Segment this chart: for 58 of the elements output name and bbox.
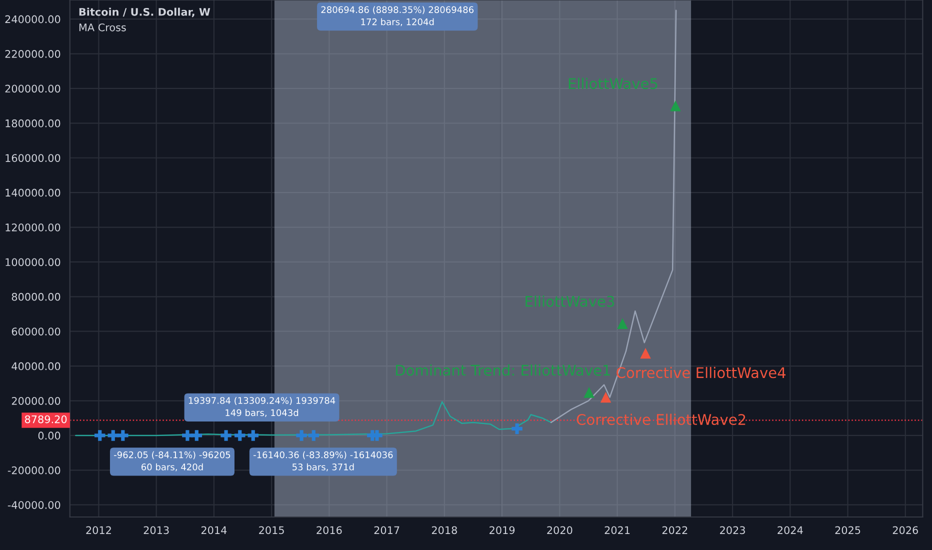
y-tick-label: 220000.00 [5, 50, 60, 58]
x-tick-label: 2022 [662, 526, 688, 534]
series-label: Corrective ElliottWave4 [616, 366, 786, 378]
point [248, 430, 259, 441]
y-tick-label: 20000.00 [12, 396, 60, 405]
x-tick-label: 2019 [490, 526, 515, 534]
y-tick-label: 0.00 [38, 432, 60, 440]
point [584, 387, 594, 398]
annotation: 19397.84 (13309.24%) 1939784 149 bars, 1043d [188, 396, 336, 418]
point [118, 430, 128, 441]
y-tick-label: 60000.00 [12, 328, 60, 336]
series-label: Dominant Trend: ElliottWave1 [396, 364, 610, 376]
x-tick-label: 2015 [259, 526, 284, 534]
point [600, 392, 612, 403]
point [94, 430, 106, 441]
point [191, 430, 202, 441]
y-tick-label: 240000.00 [5, 15, 60, 24]
y-tick-label: 160000.00 [6, 154, 60, 162]
x-tick-label: 2013 [144, 526, 169, 534]
point [220, 430, 232, 441]
annotation: 280694.86 (8898.35%) 28069486 172 bars, 1204d [321, 6, 474, 26]
x-tick-label: 2017 [374, 526, 400, 534]
point [296, 430, 307, 441]
point [617, 318, 628, 329]
x-tick-label: 2020 [547, 526, 572, 534]
y-tick-label: 140000.00 [6, 188, 60, 197]
series-label: ElliottWave5 [568, 78, 658, 90]
ref-line-label: 8789.20 [24, 415, 67, 424]
point [108, 430, 118, 441]
annotation: -962.05 (-84.11%) -96205 60 bars, 420d [114, 451, 230, 472]
x-tick-label: 2018 [432, 526, 457, 534]
x-tick-label: 2012 [86, 526, 111, 534]
point [234, 430, 246, 441]
y-tick-label: -40000.00 [8, 501, 60, 509]
point [308, 430, 320, 441]
y-tick-label: 180000.00 [6, 119, 60, 128]
point [640, 348, 651, 359]
y-tick-label: 100000.00 [6, 258, 60, 266]
point [670, 100, 681, 112]
series-label: ElliottWave3 [526, 296, 614, 307]
x-tick-label: 2026 [892, 526, 918, 534]
x-tick-label: 2016 [316, 526, 342, 534]
x-tick-label: 2025 [835, 526, 860, 534]
y-tick-label: 120000.00 [6, 224, 60, 232]
y-tick-label: 80000.00 [12, 292, 60, 301]
x-tick-label: 2014 [201, 526, 227, 534]
x-tick-label: 2021 [604, 526, 630, 534]
annotation: -16140.36 (-83.89%) -1614036 53 bars, 371d [253, 451, 393, 472]
point [182, 430, 193, 441]
y-tick-label: 200000.00 [5, 84, 60, 93]
y-tick-label: 40000.00 [12, 362, 60, 370]
x-tick-label: 2024 [778, 526, 803, 534]
text: Bitcoin / U.S. Dollar, W [79, 8, 210, 18]
x-tick-label: 2023 [720, 526, 745, 534]
point [512, 423, 522, 434]
text: MA Cross [79, 23, 126, 32]
y-tick-label: -20000.00 [8, 466, 60, 474]
series-label: Corrective ElliottWave2 [576, 414, 746, 426]
